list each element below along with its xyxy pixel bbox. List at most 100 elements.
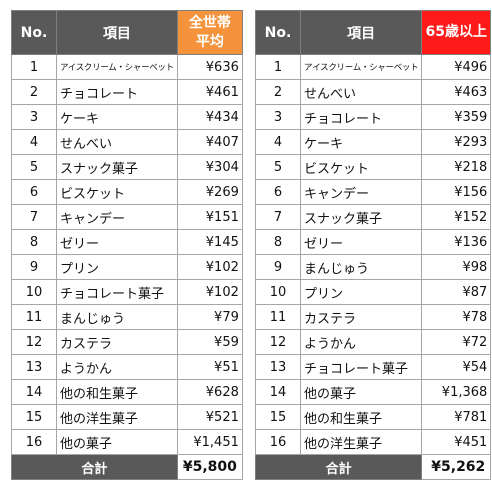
row-number: 1 — [255, 54, 301, 80]
table-row: 9 まんじゅう ¥98 — [255, 254, 492, 280]
table-row: 11 カステラ ¥78 — [255, 304, 492, 330]
senior-65-plus-ranking-table: No. 項目 65歳以上 1 アイスクリーム・シャーベット ¥496 2 せんべい ¥46… — [254, 10, 492, 480]
row-number: 15 — [255, 404, 301, 430]
row-amount: ¥102 — [176, 279, 243, 305]
total-label: 合計 — [11, 454, 178, 480]
table-row: 1 アイスクリーム・シャーベット ¥496 — [255, 54, 492, 80]
row-amount: ¥451 — [421, 429, 492, 455]
row-item: まんじゅう — [299, 254, 423, 280]
row-number: 13 — [255, 354, 301, 380]
table-row: 15 他の和生菓子 ¥781 — [255, 404, 492, 430]
row-amount: ¥269 — [176, 179, 243, 205]
row-item: 他の和生菓子 — [56, 379, 178, 405]
row-item: 他の菓子 — [56, 429, 178, 455]
row-number: 16 — [255, 429, 301, 455]
row-number: 2 — [11, 79, 57, 105]
row-item: キャンデー — [299, 179, 423, 205]
table-row: 15 他の洋生菓子 ¥521 — [11, 404, 243, 430]
row-number: 15 — [11, 404, 57, 430]
table-row: 4 ケーキ ¥293 — [255, 129, 492, 155]
row-item: カステラ — [299, 304, 423, 330]
row-amount: ¥102 — [176, 254, 243, 280]
row-item: チョコレート菓子 — [299, 354, 423, 380]
row-amount: ¥636 — [176, 54, 243, 80]
row-number: 9 — [11, 254, 57, 280]
row-amount: ¥461 — [176, 79, 243, 105]
row-item: まんじゅう — [56, 304, 178, 330]
table-row: 9 プリン ¥102 — [11, 254, 243, 280]
table-row: 4 せんべい ¥407 — [11, 129, 243, 155]
header-amount: 65歳以上 — [421, 10, 492, 55]
row-item: 他の菓子 — [299, 379, 423, 405]
row-item: カステラ — [56, 329, 178, 355]
table-row: 6 ビスケット ¥269 — [11, 179, 243, 205]
row-number: 3 — [11, 104, 57, 130]
table-row: 1 アイスクリーム・シャーベット ¥636 — [11, 54, 243, 80]
row-amount: ¥359 — [421, 104, 492, 130]
row-amount: ¥781 — [421, 404, 492, 430]
row-item: ゼリー — [56, 229, 178, 255]
table-row: 5 スナック菓子 ¥304 — [11, 154, 243, 180]
header-amount: 全世帯 平均 — [176, 10, 243, 55]
table-row: 5 ビスケット ¥218 — [255, 154, 492, 180]
row-number: 1 — [11, 54, 57, 80]
row-amount: ¥304 — [176, 154, 243, 180]
table-row: 11 まんじゅう ¥79 — [11, 304, 243, 330]
row-number: 16 — [11, 429, 57, 455]
row-amount: ¥72 — [421, 329, 492, 355]
header-amount-line2: 平均 — [195, 33, 224, 50]
row-amount: ¥51 — [176, 354, 243, 380]
table-row: 12 ようかん ¥72 — [255, 329, 492, 355]
total-value: ¥5,800 — [176, 454, 243, 480]
header-row: No. 項目 65歳以上 — [255, 10, 492, 55]
table-row: 14 他の和生菓子 ¥628 — [11, 379, 243, 405]
row-item: チョコレート菓子 — [56, 279, 178, 305]
row-amount: ¥521 — [176, 404, 243, 430]
table-row: 14 他の菓子 ¥1,368 — [255, 379, 492, 405]
row-number: 7 — [255, 204, 301, 230]
row-amount: ¥1,451 — [176, 429, 243, 455]
row-amount: ¥79 — [176, 304, 243, 330]
row-item: スナック菓子 — [56, 154, 178, 180]
row-number: 6 — [11, 179, 57, 205]
row-number: 8 — [255, 229, 301, 255]
row-number: 5 — [255, 154, 301, 180]
header-amount-line1: 全世帯 — [188, 14, 231, 31]
row-amount: ¥152 — [421, 204, 492, 230]
row-number: 7 — [11, 204, 57, 230]
row-item: ビスケット — [299, 154, 423, 180]
table-body: 1 アイスクリーム・シャーベット ¥496 2 せんべい ¥463 3 チョコレート ¥359 4… — [255, 54, 492, 455]
table-row: 16 他の菓子 ¥1,451 — [11, 429, 243, 455]
table-row: 8 ゼリー ¥136 — [255, 229, 492, 255]
row-amount: ¥463 — [421, 79, 492, 105]
row-amount: ¥407 — [176, 129, 243, 155]
row-amount: ¥78 — [421, 304, 492, 330]
table-row: 10 チョコレート菓子 ¥102 — [11, 279, 243, 305]
row-number: 11 — [11, 304, 57, 330]
row-number: 3 — [255, 104, 301, 130]
header-item: 項目 — [56, 10, 178, 55]
row-item: ゼリー — [299, 229, 423, 255]
row-amount: ¥218 — [421, 154, 492, 180]
row-number: 5 — [11, 154, 57, 180]
row-number: 12 — [11, 329, 57, 355]
table-row: 7 スナック菓子 ¥152 — [255, 204, 492, 230]
header-row: No. 項目 全世帯 平均 — [11, 10, 243, 55]
row-item: チョコレート — [299, 104, 423, 130]
row-item: 他の洋生菓子 — [299, 429, 423, 455]
row-number: 6 — [255, 179, 301, 205]
row-number: 8 — [11, 229, 57, 255]
row-amount: ¥1,368 — [421, 379, 492, 405]
row-item: チョコレート — [56, 79, 178, 105]
table-row: 3 チョコレート ¥359 — [255, 104, 492, 130]
row-number: 2 — [255, 79, 301, 105]
all-households-ranking-table: No. 項目 全世帯 平均 1 アイスクリーム・シャーベット ¥636 2 チョコレート… — [11, 10, 243, 480]
row-number: 12 — [255, 329, 301, 355]
row-amount: ¥293 — [421, 129, 492, 155]
row-amount: ¥87 — [421, 279, 492, 305]
table-row: 8 ゼリー ¥145 — [11, 229, 243, 255]
header-no: No. — [255, 10, 301, 55]
row-item: ビスケット — [56, 179, 178, 205]
header-item: 項目 — [299, 10, 423, 55]
header-no: No. — [11, 10, 57, 55]
